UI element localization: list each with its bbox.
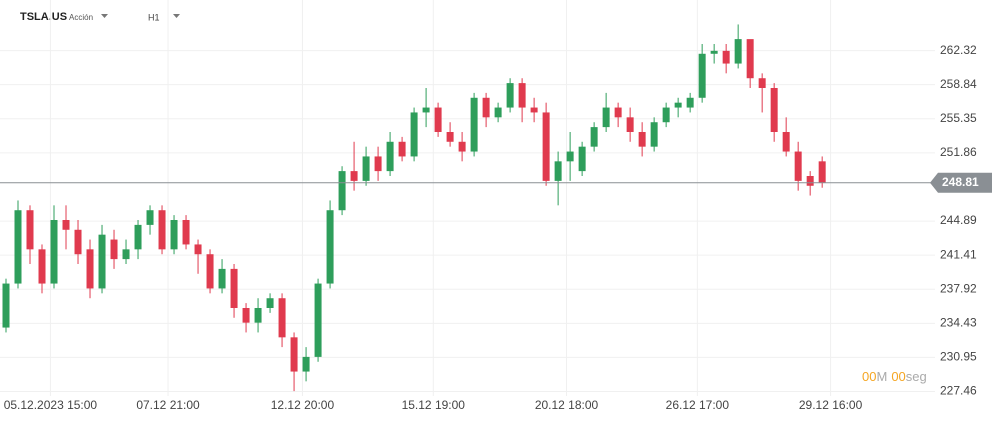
candle-body — [14, 210, 22, 284]
candle-body — [698, 53, 706, 98]
x-tick-label: 15.12 19:00 — [402, 398, 466, 412]
x-tick-label: 29.12 16:00 — [799, 398, 863, 412]
y-tick-label: 251.86 — [940, 145, 977, 159]
candle-body — [434, 107, 442, 132]
candle-body — [350, 171, 358, 181]
candle-body — [218, 268, 226, 289]
y-tick-label: 241.41 — [940, 247, 977, 261]
x-tick-label: 26.12 17:00 — [666, 398, 730, 412]
candle-body — [290, 337, 298, 372]
y-tick-label: 227.46 — [940, 384, 977, 398]
candle-body — [602, 107, 610, 128]
candle-body — [194, 244, 202, 255]
candle-body — [542, 112, 550, 181]
candle-body — [170, 220, 178, 250]
candle-body — [146, 210, 154, 225]
candle-body — [518, 83, 526, 108]
last-price-label: 248.81 — [942, 175, 979, 189]
candle-body — [626, 117, 634, 132]
candle-body — [410, 112, 418, 157]
candle-body — [470, 97, 478, 152]
symbol[interactable]: TSLA.US — [20, 11, 67, 23]
timer-minutes-unit: M — [876, 369, 887, 384]
candle-body — [506, 83, 514, 108]
last-price-tag — [930, 172, 992, 193]
candle-body — [326, 210, 334, 284]
timer: 00M 00seg — [862, 369, 927, 384]
candle-body — [386, 141, 394, 172]
x-tick-label: 05.12.2023 15:00 — [4, 398, 98, 412]
candle-body — [314, 283, 322, 357]
candle-body — [62, 220, 70, 230]
candle-body — [122, 249, 130, 260]
candle-body — [338, 171, 346, 211]
candle-body — [782, 132, 790, 152]
candle-body — [278, 298, 286, 338]
candle-body — [818, 161, 826, 183]
candle-body — [446, 132, 454, 142]
y-tick-label: 234.43 — [940, 316, 977, 330]
candle-body — [794, 151, 802, 181]
candle-body — [38, 249, 46, 284]
candle-body — [398, 141, 406, 157]
candle-body — [554, 161, 562, 181]
candle-body — [50, 220, 58, 284]
candle-body — [254, 308, 262, 323]
timer-seconds-unit: seg — [906, 369, 927, 384]
candle-body — [458, 141, 466, 152]
timeframe[interactable]: H1 — [148, 12, 160, 22]
y-tick-label: 230.95 — [940, 350, 977, 364]
y-tick-label: 237.92 — [940, 281, 977, 295]
candle-body — [422, 107, 430, 113]
dropdown-arrow[interactable] — [173, 14, 180, 18]
timer-minutes: 00 — [862, 369, 876, 384]
y-tick-label: 262.32 — [940, 43, 977, 57]
x-tick-label: 07.12 21:00 — [136, 398, 200, 412]
candle-body — [806, 176, 814, 186]
candle-body — [374, 156, 382, 172]
candle-body — [482, 97, 490, 118]
candle-body — [158, 210, 166, 250]
candle-body — [674, 102, 682, 108]
x-tick-label: 20.12 18:00 — [535, 398, 599, 412]
dropdown-arrow[interactable] — [101, 14, 108, 18]
candle-body — [74, 229, 82, 255]
candle-body — [26, 210, 34, 250]
candle-body — [614, 107, 622, 118]
y-tick-label: 244.89 — [940, 213, 977, 227]
candle-body — [710, 50, 718, 54]
candle-body — [650, 122, 658, 147]
candle-body — [98, 234, 106, 289]
candle-body — [266, 298, 274, 308]
candle-body — [110, 239, 118, 260]
candle-body — [770, 88, 778, 132]
candle-body — [134, 224, 142, 250]
candle-body — [722, 50, 730, 64]
candle-body — [230, 268, 238, 308]
x-tick-label: 12.12 20:00 — [271, 398, 335, 412]
candle-body — [746, 39, 754, 79]
candle-body — [362, 156, 370, 181]
timer-seconds: 00 — [891, 369, 905, 384]
candle-body — [590, 127, 598, 147]
candle-body — [638, 132, 646, 147]
candle-body — [2, 283, 10, 328]
candle-body — [566, 151, 574, 162]
y-tick-label: 258.84 — [940, 77, 977, 91]
candle-body — [734, 39, 742, 64]
candle-body — [242, 308, 250, 323]
instrument-type: Acción — [69, 13, 93, 22]
candle-body — [494, 107, 502, 118]
candle-body — [662, 107, 670, 123]
y-tick-label: 255.35 — [940, 111, 977, 125]
candle-body — [302, 356, 310, 372]
candle-body — [758, 78, 766, 88]
candle-body — [686, 97, 694, 108]
candle-body — [86, 249, 94, 289]
candle-body — [206, 254, 214, 289]
candle-body — [578, 146, 586, 172]
candle-body — [530, 107, 538, 113]
candle-body — [182, 220, 190, 245]
